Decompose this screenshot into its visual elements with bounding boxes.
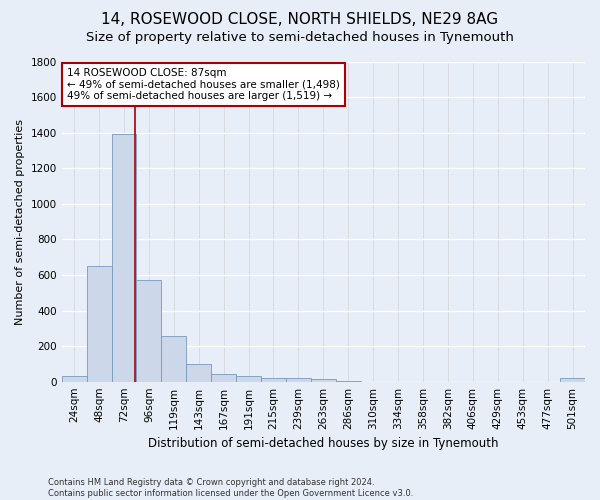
Bar: [112, 134, 136, 382]
Text: 14, ROSEWOOD CLOSE, NORTH SHIELDS, NE29 8AG: 14, ROSEWOOD CLOSE, NORTH SHIELDS, NE29 …: [101, 12, 499, 28]
Text: 14 ROSEWOOD CLOSE: 87sqm
← 49% of semi-detached houses are smaller (1,498)
49% o: 14 ROSEWOOD CLOSE: 87sqm ← 49% of semi-d…: [67, 68, 340, 101]
Text: Contains HM Land Registry data © Crown copyright and database right 2024.
Contai: Contains HM Land Registry data © Crown c…: [48, 478, 413, 498]
Bar: [236, 376, 261, 382]
Bar: [86, 266, 112, 382]
Bar: [560, 378, 585, 382]
Bar: [62, 376, 86, 382]
Text: Size of property relative to semi-detached houses in Tynemouth: Size of property relative to semi-detach…: [86, 31, 514, 44]
Bar: [136, 280, 161, 382]
Bar: [261, 378, 286, 382]
Bar: [186, 364, 211, 382]
Bar: [161, 336, 186, 382]
Bar: [211, 374, 236, 382]
Y-axis label: Number of semi-detached properties: Number of semi-detached properties: [15, 118, 25, 324]
Bar: [311, 379, 336, 382]
Bar: [336, 381, 361, 382]
X-axis label: Distribution of semi-detached houses by size in Tynemouth: Distribution of semi-detached houses by …: [148, 437, 499, 450]
Bar: [286, 378, 311, 382]
